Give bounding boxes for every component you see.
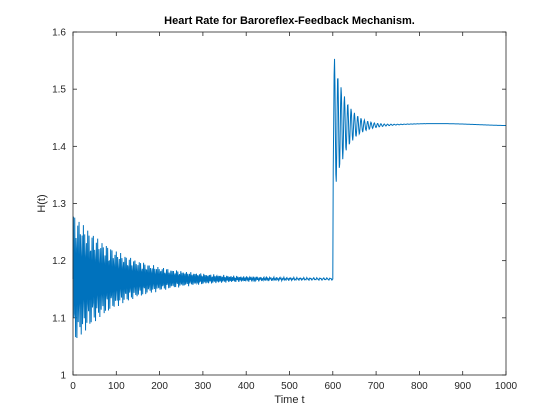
x-tick-label: 600 — [324, 381, 341, 392]
y-tick-label: 1.4 — [52, 142, 66, 153]
x-tick-label: 300 — [195, 381, 212, 392]
x-tick-label: 900 — [454, 381, 471, 392]
y-tick-label: 1.5 — [52, 85, 66, 96]
x-tick-label: 700 — [368, 381, 385, 392]
y-tick-label: 1.1 — [52, 313, 66, 324]
tick-group: 0 100 200 300 400 500 600 700 800 900 1000 1 1.1 1.2 1… — [52, 28, 517, 393]
y-tick-label: 1.3 — [52, 199, 66, 210]
x-tick-label: 800 — [411, 381, 428, 392]
y-axis-label: H(t) — [36, 194, 48, 212]
x-tick-label: 1000 — [495, 381, 518, 392]
x-tick-label: 400 — [238, 381, 255, 392]
chart-title: Heart Rate for Baroreflex-Feedback Mecha… — [164, 15, 415, 27]
x-tick-label: 500 — [281, 381, 298, 392]
x-tick-label: 200 — [151, 381, 168, 392]
x-axis-label: Time t — [274, 394, 304, 406]
y-tick-label: 1.2 — [52, 256, 66, 267]
x-tick-label: 100 — [108, 381, 125, 392]
y-tick-label: 1 — [60, 371, 66, 382]
plot-border — [72, 31, 507, 376]
plot-area — [73, 32, 506, 375]
y-tick-label: 1.6 — [52, 28, 66, 39]
series-line — [72, 58, 507, 339]
x-tick-label: 0 — [70, 381, 76, 392]
